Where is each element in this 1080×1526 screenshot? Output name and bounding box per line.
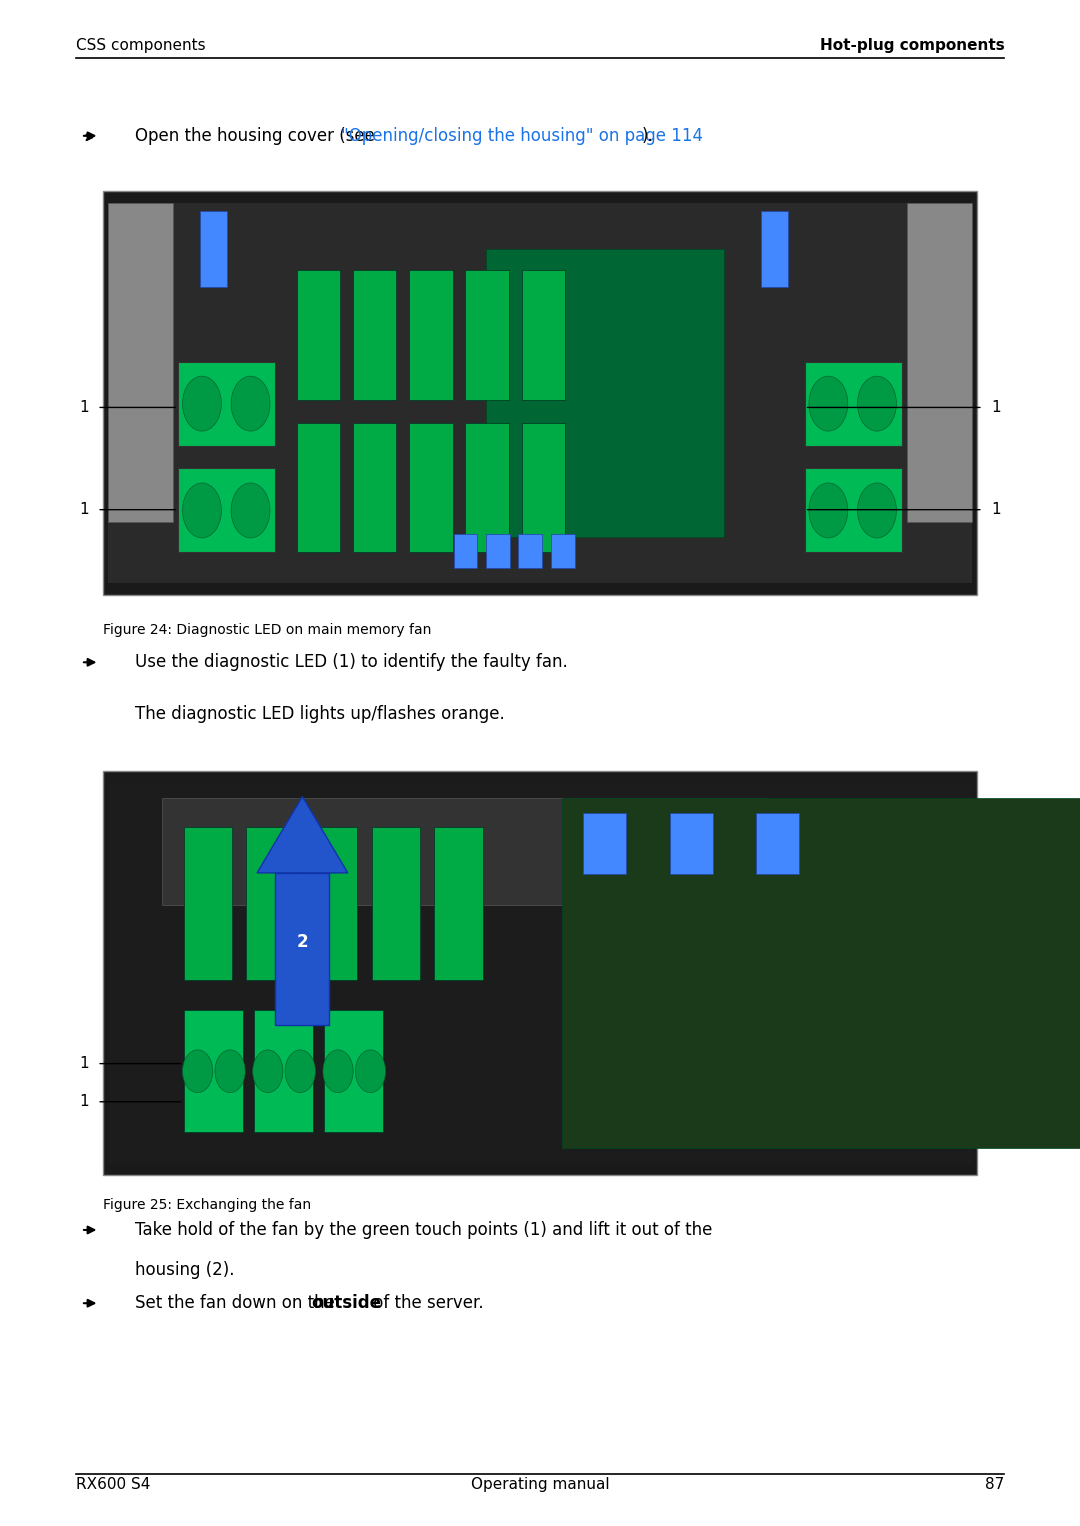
Text: CSS components: CSS components xyxy=(76,38,205,53)
Circle shape xyxy=(183,377,221,432)
Bar xyxy=(353,423,396,552)
Text: Use the diagnostic LED (1) to identify the faulty fan.: Use the diagnostic LED (1) to identify t… xyxy=(135,653,568,671)
Text: housing (2).: housing (2). xyxy=(135,1260,234,1279)
FancyBboxPatch shape xyxy=(275,873,329,1025)
Circle shape xyxy=(809,484,848,539)
Circle shape xyxy=(183,484,221,539)
Bar xyxy=(465,423,509,552)
Bar xyxy=(522,423,565,552)
Bar xyxy=(297,423,340,552)
Circle shape xyxy=(231,484,270,539)
Text: 1: 1 xyxy=(79,400,89,415)
Bar xyxy=(670,813,713,874)
Text: RX600 S4: RX600 S4 xyxy=(76,1477,150,1492)
Text: 1: 1 xyxy=(79,502,89,517)
Text: "Opening/closing the housing" on page 114: "Opening/closing the housing" on page 11… xyxy=(340,127,703,145)
Bar xyxy=(522,270,565,400)
Circle shape xyxy=(323,1050,353,1093)
Bar xyxy=(434,827,483,980)
Text: of the server.: of the server. xyxy=(368,1294,484,1312)
Bar xyxy=(409,270,453,400)
Bar xyxy=(454,534,477,568)
Text: 1: 1 xyxy=(79,1056,89,1071)
Bar xyxy=(324,1010,383,1132)
Bar xyxy=(372,827,420,980)
Text: 87: 87 xyxy=(985,1477,1004,1492)
Bar xyxy=(583,813,626,874)
Bar xyxy=(551,534,575,568)
Text: Set the fan down on the: Set the fan down on the xyxy=(135,1294,340,1312)
Bar xyxy=(184,827,232,980)
Bar xyxy=(309,827,357,980)
Bar xyxy=(409,423,453,552)
Text: outside: outside xyxy=(311,1294,381,1312)
Text: The diagnostic LED lights up/flashes orange.: The diagnostic LED lights up/flashes ora… xyxy=(135,705,504,723)
Circle shape xyxy=(285,1050,315,1093)
Circle shape xyxy=(858,484,896,539)
Text: Figure 24: Diagnostic LED on main memory fan: Figure 24: Diagnostic LED on main memory… xyxy=(103,623,431,636)
Bar xyxy=(297,270,340,400)
Bar xyxy=(756,813,799,874)
Bar xyxy=(200,211,227,287)
Bar xyxy=(108,203,173,522)
Bar xyxy=(353,270,396,400)
Circle shape xyxy=(809,377,848,432)
Circle shape xyxy=(858,377,896,432)
Bar xyxy=(518,534,542,568)
Bar xyxy=(805,362,902,446)
Circle shape xyxy=(183,1050,213,1093)
Bar xyxy=(246,827,295,980)
Bar xyxy=(103,771,977,1175)
Bar xyxy=(562,798,1080,1148)
Text: 1: 1 xyxy=(991,400,1001,415)
Bar xyxy=(907,203,972,522)
Bar xyxy=(162,798,767,905)
Circle shape xyxy=(231,377,270,432)
Circle shape xyxy=(355,1050,386,1093)
Bar xyxy=(108,203,972,583)
Circle shape xyxy=(215,1050,245,1093)
Text: Operating manual: Operating manual xyxy=(471,1477,609,1492)
Text: Take hold of the fan by the green touch points (1) and lift it out of the: Take hold of the fan by the green touch … xyxy=(135,1221,713,1239)
Bar xyxy=(465,270,509,400)
Bar xyxy=(178,468,275,552)
Bar xyxy=(486,534,510,568)
Text: Open the housing cover (see: Open the housing cover (see xyxy=(135,127,380,145)
Bar xyxy=(103,191,977,595)
Text: Figure 25: Exchanging the fan: Figure 25: Exchanging the fan xyxy=(103,1198,311,1212)
Text: ).: ). xyxy=(642,127,653,145)
Bar xyxy=(761,211,788,287)
Text: 1: 1 xyxy=(991,502,1001,517)
Bar xyxy=(805,468,902,552)
Polygon shape xyxy=(257,797,348,873)
Bar xyxy=(184,1010,243,1132)
Bar xyxy=(486,249,724,537)
Text: 1: 1 xyxy=(79,1094,89,1109)
Circle shape xyxy=(253,1050,283,1093)
Text: 2: 2 xyxy=(297,932,308,951)
Bar xyxy=(254,1010,313,1132)
Text: Hot-plug components: Hot-plug components xyxy=(820,38,1004,53)
Bar xyxy=(108,783,972,1163)
Bar xyxy=(178,362,275,446)
